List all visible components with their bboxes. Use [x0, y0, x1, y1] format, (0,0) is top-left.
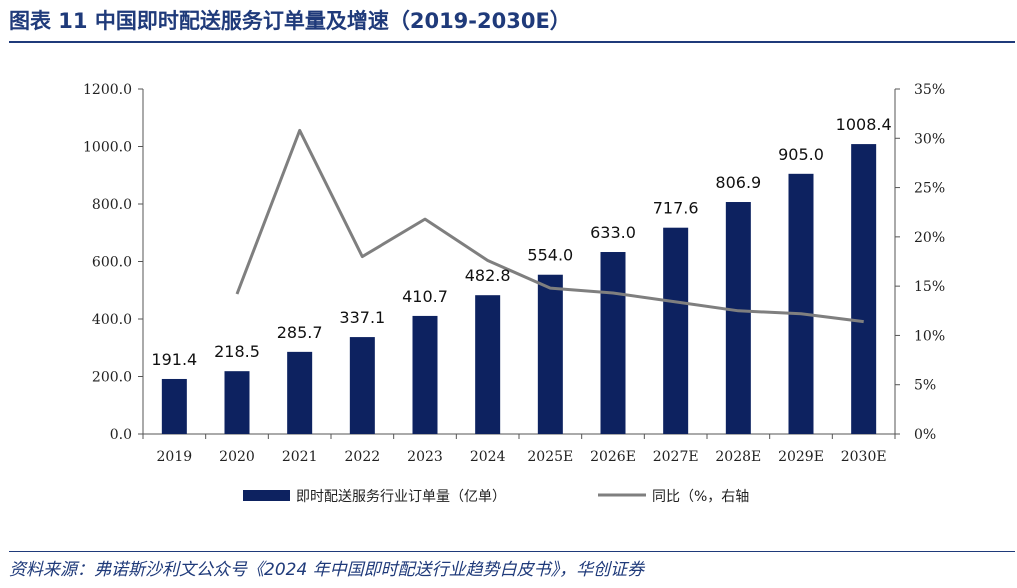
chart-title: 图表 11 中国即时配送服务订单量及增速（2019-2030E）	[9, 9, 571, 33]
bar	[224, 371, 250, 434]
legend: 即时配送服务行业订单量（亿单） 同比（%，右轴	[243, 489, 749, 505]
bar-value-label: 218.5	[214, 342, 260, 361]
title-divider	[9, 41, 1015, 43]
x-tick-label: 2019	[157, 449, 193, 465]
y-tick-label-left: 1000.0	[83, 140, 132, 156]
bar	[349, 337, 375, 434]
x-tick-label: 2027E	[653, 449, 699, 465]
x-tick-label: 2024	[470, 449, 506, 465]
bar-value-label: 633.0	[590, 223, 636, 242]
source-divider	[9, 551, 1015, 552]
bar	[287, 351, 313, 434]
line-series	[235, 128, 864, 324]
y-tick-label-left: 400.0	[92, 312, 132, 328]
bar	[537, 274, 563, 434]
x-tick-label: 2020	[219, 449, 255, 465]
y-tick-label-right: 35%	[914, 82, 945, 98]
bar-value-label: 1008.4	[836, 115, 892, 134]
bar-value-label: 717.6	[653, 199, 699, 218]
legend-line-label: 同比（%，右轴	[652, 489, 749, 505]
bar-series	[161, 144, 877, 434]
bar	[161, 378, 187, 434]
y-tick-label-left: 1200.0	[83, 82, 132, 98]
y-tick-label-right: 25%	[914, 181, 945, 197]
x-tick-label: 2029E	[778, 449, 824, 465]
y-tick-label-right: 20%	[914, 230, 945, 246]
x-tick-label: 2028E	[715, 449, 761, 465]
x-tick-label: 2026E	[590, 449, 636, 465]
bar-value-label: 285.7	[277, 323, 323, 342]
legend-bar-swatch	[243, 490, 290, 501]
source-note: 资料来源：弗诺斯沙利文公众号《2024 年中国即时配送行业趋势白皮书》，华创证券	[9, 560, 645, 580]
bar	[475, 295, 501, 434]
y-tick-label-right: 0%	[914, 427, 936, 443]
y-tick-label-right: 10%	[914, 328, 945, 344]
bar-value-label: 410.7	[402, 287, 448, 306]
bar-value-label: 905.0	[778, 145, 824, 164]
x-tick-label: 2023	[407, 449, 443, 465]
legend-bar-label: 即时配送服务行业订单量（亿单）	[296, 489, 506, 505]
x-tick-label: 2030E	[841, 449, 887, 465]
x-tick-label: 2021	[282, 449, 318, 465]
bar	[725, 202, 751, 434]
bar	[412, 315, 438, 434]
y-tick-label-left: 800.0	[92, 197, 132, 213]
bar	[851, 144, 877, 434]
y-tick-label-left: 200.0	[92, 370, 132, 386]
y-tick-label-left: 600.0	[92, 255, 132, 271]
bar	[663, 227, 689, 434]
x-tick-label: 2025E	[527, 449, 573, 465]
chart: 0.0 200.0 400.0 600.0 800.0 1000.0 1200.0 0% 5% 1…	[83, 82, 945, 505]
y-tick-label-right: 5%	[914, 378, 936, 394]
y-tick-label-right: 30%	[914, 131, 945, 147]
bar-value-label: 337.1	[339, 308, 385, 327]
bar-value-label: 554.0	[527, 246, 573, 265]
chart-axes: 0.0 200.0 400.0 600.0 800.0 1000.0 1200.0 0% 5% 1…	[83, 82, 945, 465]
bar-value-label: 806.9	[715, 173, 761, 192]
data-labels: 191.4 218.5 285.7 337.1 410.7 482.8 554.0 633.0…	[151, 115, 891, 369]
bar	[600, 252, 626, 434]
bar-value-label: 191.4	[151, 350, 197, 369]
y-tick-label-right: 15%	[914, 279, 945, 295]
bar	[788, 173, 814, 434]
y-tick-label-left: 0.0	[110, 427, 132, 443]
x-tick-label: 2022	[345, 449, 381, 465]
bar-value-label: 482.8	[465, 266, 511, 285]
